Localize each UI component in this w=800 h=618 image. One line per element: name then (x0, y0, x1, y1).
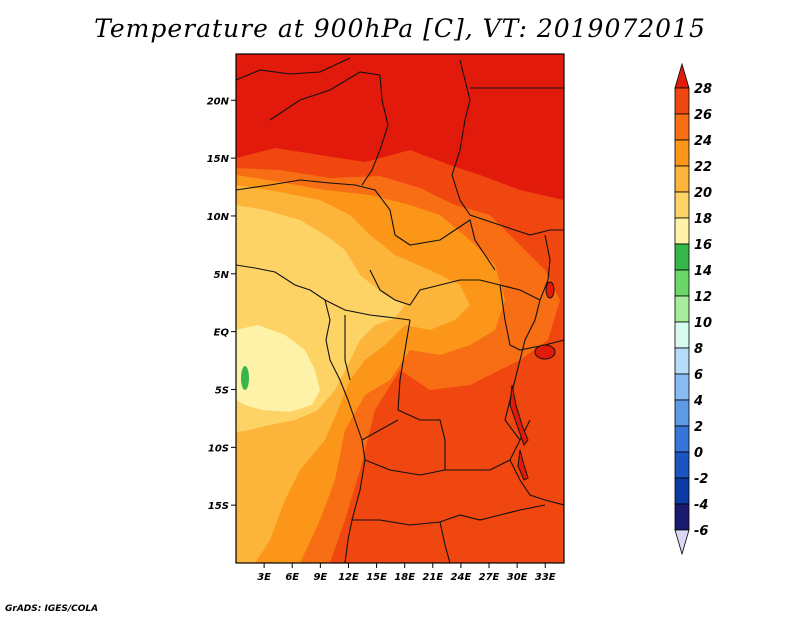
lon-tick-label: 21E (422, 572, 443, 583)
colorbar-label: 28 (694, 82, 712, 97)
lon-tick-label: 15E (366, 572, 387, 583)
lon-tick-label: 9E (313, 572, 327, 583)
colorbar-swatch (674, 295, 690, 323)
colorbar-swatch (674, 269, 690, 297)
colorbar-label: 16 (694, 238, 712, 253)
colorbar-swatch (674, 477, 690, 505)
colorbar-bottom-arrow (674, 529, 690, 556)
temperature-field (236, 54, 564, 563)
colorbar-swatch (674, 191, 690, 219)
lat-tick-label: 5N (214, 270, 230, 281)
lakes (509, 281, 556, 481)
country-borders (236, 57, 564, 563)
axis-ticks: 3E 6E 9E 12E 15E 18E 21E 24E 27E 30E 33E 20N 15N 10N 5… (207, 96, 556, 583)
plot-frame (235, 53, 565, 564)
colorbar-label: 12 (694, 290, 712, 305)
colorbar-label: 8 (694, 342, 703, 357)
lat-tick-label: 15N (207, 154, 230, 165)
lat-tick-label: EQ (214, 328, 230, 339)
colorbar-label: 14 (694, 264, 712, 279)
colorbar-swatch (674, 217, 690, 245)
colorbar-swatch (674, 321, 690, 349)
colorbar-label: 10 (694, 316, 712, 331)
colorbar-swatch (674, 373, 690, 401)
colorbar-swatch (674, 113, 690, 141)
colorbar-swatch (674, 399, 690, 427)
colorbar-label: 24 (694, 134, 712, 149)
lon-tick-label: 6E (285, 572, 299, 583)
colorbar-swatch (674, 347, 690, 375)
lon-tick-label: 33E (535, 572, 556, 583)
colorbar-swatch (674, 243, 690, 271)
colorbar-label: -4 (694, 498, 708, 513)
lon-tick-label: 24E (451, 572, 472, 583)
colorbar-swatch (674, 87, 690, 115)
colorbar-swatch (674, 451, 690, 479)
lon-tick-label: 18E (394, 572, 415, 583)
field-patch-14 (241, 366, 249, 390)
lat-tick-label: 20N (207, 96, 230, 107)
field-band-16 (236, 325, 320, 412)
colorbar-swatch (674, 425, 690, 453)
lon-tick-label: 12E (338, 572, 359, 583)
colorbar-label: 6 (694, 368, 703, 383)
lat-tick-label: 15S (208, 501, 229, 512)
colorbar-swatch (674, 503, 690, 531)
colorbar-label: 4 (693, 394, 703, 409)
colorbar-label: 22 (694, 160, 712, 175)
colorbar-label: 2 (694, 420, 703, 435)
lon-tick-label: 3E (257, 572, 271, 583)
colorbar-label: 26 (694, 108, 712, 123)
lon-tick-label: 27E (479, 572, 500, 583)
colorbar-top-arrow (674, 62, 690, 89)
colorbar-swatch (674, 139, 690, 167)
lat-tick-label: 5S (215, 385, 229, 396)
colorbar-label: 18 (694, 212, 712, 227)
lat-tick-label: 10N (207, 212, 230, 223)
colorbar-label: 0 (694, 446, 703, 461)
grads-credit: GrADS: IGES/COLA (5, 604, 99, 614)
colorbar-label: 20 (694, 186, 712, 201)
colorbar-label: -6 (694, 524, 708, 539)
colorbar-swatch (674, 165, 690, 193)
map-title: Temperature at 900hPa [C], VT: 201907201… (94, 14, 706, 43)
lon-tick-label: 30E (507, 572, 528, 583)
colorbar-label: -2 (694, 472, 708, 487)
lat-tick-label: 10S (208, 443, 229, 454)
